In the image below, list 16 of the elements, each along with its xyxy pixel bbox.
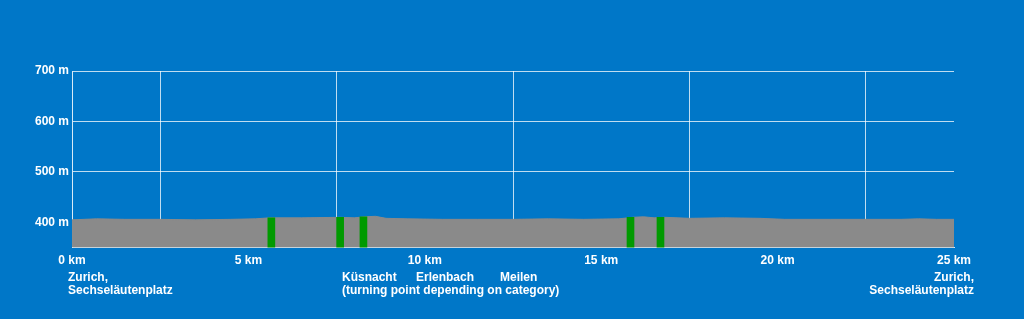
x-tick-label: 0 km: [58, 253, 86, 268]
text: Zurich, Sechseläutenplatz: [68, 269, 173, 297]
text: Meilen: [500, 269, 538, 284]
y-tick-label: 400 m: [34, 214, 70, 229]
x-tick-label: 15 km: [584, 253, 619, 268]
y-tick-label: 700 m: [34, 63, 70, 78]
x-tick-label: 20 km: [760, 253, 795, 268]
text: Erlenbach: [416, 269, 475, 284]
y-tick-label: 600 m: [34, 113, 70, 128]
text: (turning point depending on category): [342, 282, 560, 297]
x-tick-label: 10 km: [407, 253, 442, 268]
text: Zurich, Sechseläutenplatz: [869, 269, 974, 297]
x-tick-label: 5 km: [234, 253, 263, 268]
y-tick-label: 500 m: [34, 164, 70, 179]
text: Küsnacht: [342, 269, 397, 284]
x-tick-label: 25 km: [936, 253, 972, 268]
